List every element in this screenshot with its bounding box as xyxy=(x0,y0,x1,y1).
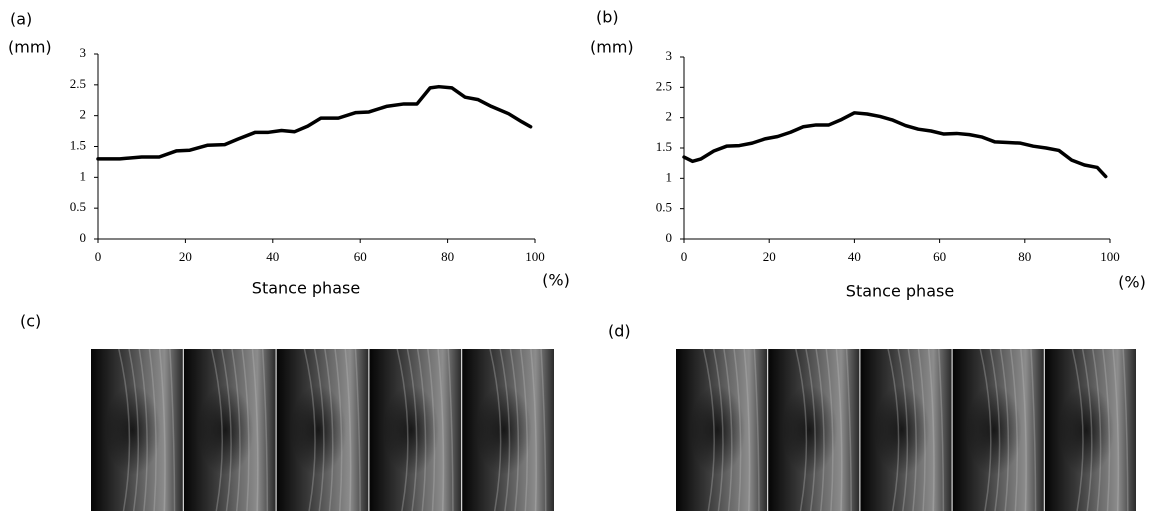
x-unit: (%) xyxy=(1118,273,1146,292)
image-shade xyxy=(383,385,439,475)
image-shade xyxy=(476,385,532,475)
image-shade xyxy=(690,385,745,475)
x-tick-label: 20 xyxy=(763,249,776,264)
data-line xyxy=(684,113,1106,177)
ultrasound-images xyxy=(91,349,1136,511)
y-tick-label: 1.5 xyxy=(70,137,86,152)
image-shade xyxy=(291,385,347,475)
y-tick-label: 2.5 xyxy=(70,76,86,91)
x-tick-label: 0 xyxy=(681,249,688,264)
x-tick-label: 20 xyxy=(179,249,192,264)
x-axis-label: Stance phase xyxy=(252,279,360,298)
y-unit: (mm) xyxy=(590,38,634,57)
image-shade xyxy=(782,385,837,475)
x-tick-label: 0 xyxy=(95,249,102,264)
y-tick-label: 3 xyxy=(80,45,87,60)
data-line xyxy=(98,87,531,159)
x-tick-label: 80 xyxy=(441,249,454,264)
x-tick-label: 100 xyxy=(1100,249,1120,264)
x-tick-label: 80 xyxy=(1018,249,1031,264)
x-axis-label: Stance phase xyxy=(846,282,954,301)
panel-label: (d) xyxy=(608,322,631,341)
y-tick-label: 2 xyxy=(80,107,87,122)
y-tick-label: 1 xyxy=(80,168,87,183)
x-tick-label: 40 xyxy=(848,249,861,264)
image-shade xyxy=(105,385,161,475)
x-tick-label: 60 xyxy=(354,249,367,264)
x-tick-label: 60 xyxy=(933,249,946,264)
image-shade xyxy=(198,385,254,475)
image-shade xyxy=(1059,385,1114,475)
y-tick-label: 0 xyxy=(80,230,87,245)
y-tick-label: 1.5 xyxy=(656,139,672,154)
y-tick-label: 0 xyxy=(666,230,673,245)
x-tick-label: 100 xyxy=(525,249,545,264)
x-unit: (%) xyxy=(542,271,570,290)
image-shade xyxy=(966,385,1021,475)
y-unit: (mm) xyxy=(8,38,52,57)
x-tick-label: 40 xyxy=(266,249,279,264)
y-tick-label: 3 xyxy=(666,48,673,63)
y-tick-label: 0.5 xyxy=(656,200,672,215)
y-tick-label: 2 xyxy=(666,109,673,124)
y-tick-label: 2.5 xyxy=(656,78,672,93)
figure: (c) (d) (a) (mm) Stance phase (%) 0 0.5 1 1.5 2 2… xyxy=(0,0,1151,511)
panel-label: (b) xyxy=(596,8,619,27)
panel-label: (a) xyxy=(10,10,32,29)
panel-label: (c) xyxy=(20,312,41,331)
y-tick-label: 0.5 xyxy=(70,199,86,214)
image-shade xyxy=(874,385,929,475)
y-tick-label: 1 xyxy=(666,169,673,184)
